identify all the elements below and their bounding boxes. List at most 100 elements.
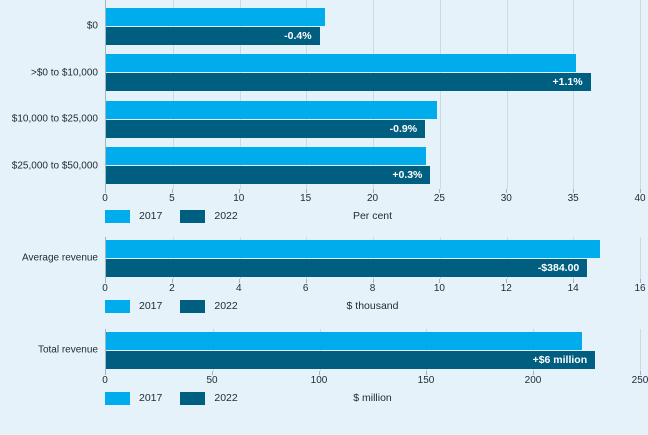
revenue-distribution-chart: $0 -0.4% >$0 to $10,000 +1.1% $10,000 to $25… [12, 0, 646, 226]
average-revenue-chart: Average revenue -$384.00 0 2 4 6 8 10 12 14 16 2017… [0, 237, 648, 316]
gridline [212, 329, 214, 371]
gridline [172, 0, 174, 189]
bar-2022: +$6 million [106, 350, 596, 369]
gridline [172, 237, 174, 279]
bar-group: $0 -0.4% [87, 3, 640, 50]
tick-mark [305, 189, 307, 193]
tick-mark [426, 371, 427, 375]
legend-item-2022: 2022 [180, 209, 238, 223]
x-axis-ticks: 0 50 100 150 200 250 [102, 371, 648, 388]
legend-swatch-2022 [180, 299, 206, 313]
gridline [373, 237, 374, 279]
tick-mark [372, 279, 374, 283]
bar-2017 [106, 7, 325, 26]
category-label: >$0 to $10,000 [30, 67, 98, 79]
tick-mark [439, 189, 441, 193]
legend-swatch-2017 [105, 299, 130, 313]
bar-2017 [106, 331, 583, 350]
bar-group: Average revenue -$384.00 [22, 237, 640, 279]
x-tick-label: 35 [567, 193, 579, 204]
tick-mark [305, 279, 307, 283]
x-axis-title: $ million [353, 392, 392, 404]
plot-area: $0 -0.4% >$0 to $10,000 +1.1% $10,000 to $25… [12, 0, 641, 190]
bar-2022: +0.3% [106, 166, 431, 185]
x-axis-title: $ thousand [346, 300, 399, 312]
tick-mark [319, 371, 320, 375]
x-tick-label: 100 [310, 375, 328, 386]
gridline [239, 237, 241, 279]
x-axis-ticks: 0 2 4 6 8 10 12 14 16 [102, 279, 646, 296]
gridline [239, 0, 241, 189]
bar-group: $10,000 to $25,000 -0.9% [12, 96, 640, 143]
bar-2022: +1.1% [106, 73, 591, 92]
x-axis-title: Per cent [352, 210, 393, 222]
legend-swatch-2017 [105, 391, 130, 405]
tick-mark [506, 189, 508, 193]
bar-2022: -0.4% [106, 26, 320, 45]
legend-label: 2022 [214, 392, 238, 404]
legend-item-2017: 2017 [105, 391, 163, 405]
x-tick-label: 150 [417, 375, 435, 386]
gridline [439, 0, 441, 189]
legend-label: 2017 [139, 300, 163, 312]
x-tick-label: 12 [500, 283, 512, 294]
bar-value-label: +0.3% [392, 169, 423, 182]
tick-mark [506, 279, 508, 283]
bar-2017 [106, 147, 427, 166]
category-label: $10,000 to $25,000 [11, 113, 98, 125]
x-tick-label: 10 [433, 283, 445, 294]
bar-group: Total revenue +$6 million [38, 329, 640, 371]
bar-2022: -$384.00 [106, 258, 588, 277]
bar-value-label: -0.9% [389, 122, 418, 135]
x-tick-label: 20 [366, 193, 379, 204]
legend-swatch-2022 [180, 391, 206, 405]
bar-group: $25,000 to $50,000 +0.3% [12, 143, 640, 190]
tick-mark [533, 371, 534, 375]
legend-label: 2017 [139, 210, 163, 222]
tick-mark [238, 189, 240, 193]
x-tick-label: 4 [235, 283, 242, 294]
x-tick-label: 10 [233, 193, 245, 204]
gridline [319, 329, 321, 371]
x-tick-label: 5 [169, 193, 175, 204]
category-label: $0 [86, 20, 98, 32]
legend-swatch-2022 [180, 209, 206, 223]
legend-item-2017: 2017 [105, 209, 163, 223]
gridline [640, 0, 641, 189]
x-tick-label: 200 [524, 375, 542, 386]
x-tick-label: 15 [300, 193, 312, 204]
plot-area: Average revenue -$384.00 [22, 237, 641, 279]
legend-label: 2022 [214, 300, 238, 312]
tick-mark [573, 189, 575, 193]
gridline [506, 237, 508, 279]
gridline [640, 237, 641, 279]
tick-mark [105, 189, 106, 193]
x-tick-label: 30 [500, 193, 512, 204]
bar-value-label: -$384.00 [537, 261, 580, 274]
tick-mark [212, 371, 213, 375]
bar-value-label: +1.1% [552, 76, 583, 89]
gridline [306, 0, 308, 189]
bar-2017 [106, 239, 600, 258]
legend-swatch-2017 [105, 209, 130, 223]
legend-label: 2022 [214, 210, 238, 222]
gridline [506, 0, 508, 189]
tick-mark [640, 371, 641, 375]
legend-label: 2017 [139, 392, 163, 404]
legend-item-2022: 2022 [180, 299, 238, 313]
bar-value-label: +$6 million [532, 353, 588, 366]
x-tick-label: 0 [102, 193, 108, 204]
x-tick-label: 0 [102, 375, 108, 386]
x-tick-label: 0 [102, 283, 108, 294]
tick-mark [439, 279, 441, 283]
gridline [306, 237, 308, 279]
x-tick-label: 2 [169, 283, 175, 294]
x-axis-ticks: 0 5 10 15 20 25 30 35 40 [102, 189, 646, 206]
x-tick-label: 50 [206, 375, 218, 386]
x-tick-label: 250 [631, 375, 648, 386]
legend-row: 2017 2022 Per cent [105, 206, 640, 226]
tick-mark [105, 371, 106, 375]
legend-row: 2017 2022 $ million [105, 388, 640, 408]
category-label: $25,000 to $50,000 [11, 160, 98, 172]
